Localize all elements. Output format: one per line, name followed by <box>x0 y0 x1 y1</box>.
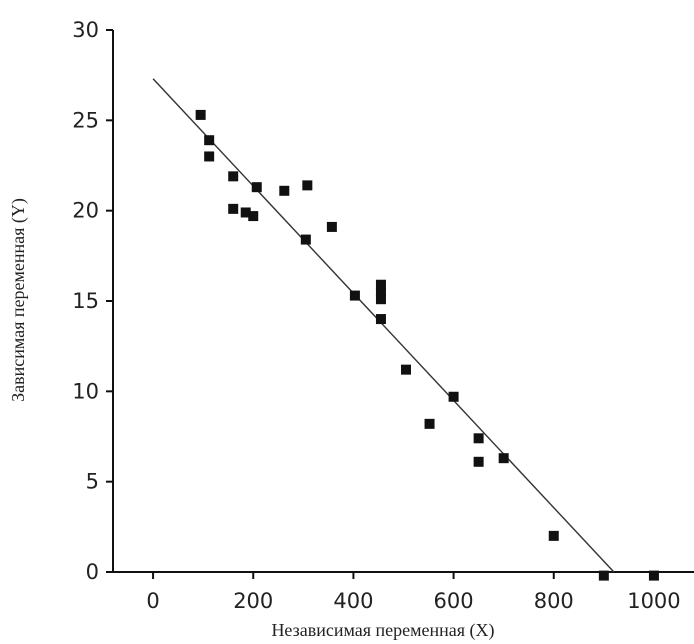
data-point <box>204 151 215 162</box>
data-point <box>375 314 386 325</box>
data-point <box>598 570 609 581</box>
data-point <box>648 570 659 581</box>
data-point <box>300 234 311 245</box>
data-point <box>401 364 412 375</box>
y-tick-label: 10 <box>72 379 99 403</box>
x-tick-label: 200 <box>233 589 273 613</box>
regression-line <box>152 78 615 573</box>
data-point <box>448 391 459 402</box>
x-tick-label: 600 <box>434 589 474 613</box>
data-point <box>228 171 239 182</box>
data-point <box>375 279 386 290</box>
x-axis-title: Независимая переменная (X) <box>271 620 494 641</box>
data-point <box>204 135 215 146</box>
data-point <box>349 290 360 301</box>
y-tick-label: 30 <box>72 18 99 42</box>
data-point <box>195 109 206 120</box>
data-point <box>375 294 386 305</box>
data-point <box>228 203 239 214</box>
data-point <box>302 180 313 191</box>
data-point <box>498 453 509 464</box>
y-tick-label: 0 <box>86 560 99 584</box>
data-point <box>326 221 337 232</box>
data-point <box>473 456 484 467</box>
data-point <box>424 418 435 429</box>
x-tick-label: 800 <box>534 589 574 613</box>
y-tick-label: 15 <box>72 289 99 313</box>
data-point <box>473 433 484 444</box>
y-tick-label: 5 <box>86 470 99 494</box>
data-point <box>248 211 259 222</box>
y-tick-label: 20 <box>72 199 99 223</box>
data-point <box>240 207 251 218</box>
data-point <box>548 530 559 541</box>
data-points <box>195 109 659 581</box>
data-point <box>279 185 290 196</box>
y-tick-label: 25 <box>72 108 99 132</box>
x-tick-label: 1000 <box>627 589 680 613</box>
x-tick-label: 0 <box>146 589 159 613</box>
y-axis-title: Зависимая переменная (Y) <box>8 198 29 402</box>
x-ticks: 0 200 400 600 800 1000 <box>146 572 681 613</box>
data-point <box>251 182 262 193</box>
x-tick-label: 400 <box>333 589 373 613</box>
data-point <box>375 286 386 297</box>
y-ticks: 0 5 10 15 20 25 30 <box>72 18 113 584</box>
